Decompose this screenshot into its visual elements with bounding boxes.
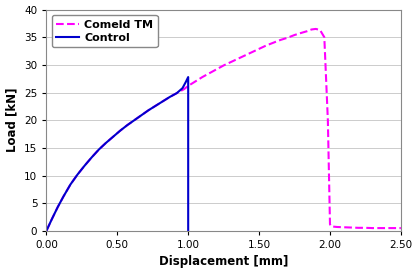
Control: [132, 119, 137, 122]
Control: [110, 135, 115, 138]
Comeld TM: [314, 27, 319, 31]
Control: [186, 229, 191, 233]
Control: [68, 183, 73, 186]
Control: [82, 164, 87, 167]
Control: [153, 104, 158, 107]
Control: [75, 173, 80, 176]
Control: [139, 114, 144, 117]
Control: [125, 124, 130, 127]
Comeld TM: [398, 226, 403, 230]
Control: [146, 109, 151, 112]
Control: [61, 195, 66, 198]
Control: [89, 156, 94, 159]
Control: [96, 148, 101, 151]
Control: [167, 95, 172, 99]
Y-axis label: Load [kN]: Load [kN]: [5, 88, 18, 152]
Comeld TM: [305, 30, 310, 33]
Control: [174, 92, 179, 95]
Control: [160, 100, 165, 103]
Control: [55, 206, 60, 209]
Comeld TM: [139, 114, 144, 117]
Comeld TM: [132, 119, 137, 122]
Control: [186, 228, 191, 232]
Control: [103, 141, 108, 145]
Line: Control: Control: [46, 77, 188, 231]
Control: [44, 229, 49, 233]
Control: [180, 87, 185, 90]
Comeld TM: [325, 119, 330, 122]
Control: [117, 129, 122, 132]
Comeld TM: [384, 226, 389, 230]
Control: [186, 75, 191, 79]
Control: [50, 217, 55, 220]
Comeld TM: [44, 229, 49, 233]
Control: [184, 80, 189, 83]
Comeld TM: [342, 226, 347, 229]
X-axis label: Displacement [mm]: Displacement [mm]: [159, 255, 288, 269]
Legend: Comeld TM, Control: Comeld TM, Control: [52, 15, 158, 47]
Line: Comeld TM: Comeld TM: [46, 29, 401, 231]
